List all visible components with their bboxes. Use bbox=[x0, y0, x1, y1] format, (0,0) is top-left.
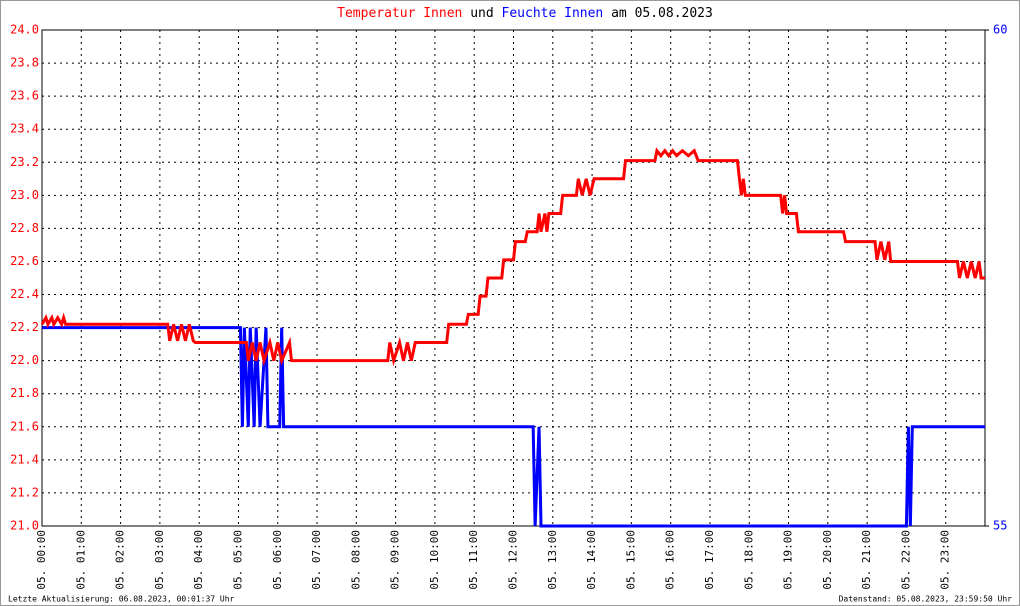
y-tick-label: 23.2 bbox=[10, 155, 39, 169]
footer-left: Letzte Aktualisierung: 06.08.2023, 00:01… bbox=[8, 595, 235, 604]
x-tick-label: 05. 13:00 bbox=[546, 530, 559, 590]
x-tick-label: 05. 08:00 bbox=[349, 530, 362, 590]
title-part: Feuchte Innen bbox=[502, 6, 604, 21]
x-tick-label: 05. 06:00 bbox=[271, 530, 284, 590]
y-tick-label: 21.6 bbox=[10, 419, 39, 433]
y2-tick-label: 60 bbox=[993, 23, 1007, 37]
x-tick-label: 05. 17:00 bbox=[703, 530, 716, 590]
y-tick-label: 22.2 bbox=[10, 320, 39, 334]
y-tick-label: 22.0 bbox=[10, 353, 39, 367]
y-tick-label: 23.6 bbox=[10, 89, 39, 103]
series-line bbox=[40, 147, 985, 367]
y-tick-label: 21.4 bbox=[10, 452, 39, 466]
y2-tick-label: 55 bbox=[993, 519, 1007, 533]
y-tick-label: 23.4 bbox=[10, 122, 39, 136]
y-tick-label: 22.8 bbox=[10, 221, 39, 235]
y-tick-label: 21.0 bbox=[10, 519, 39, 533]
x-tick-label: 05. 18:00 bbox=[742, 530, 755, 590]
x-tick-label: 05. 02:00 bbox=[114, 530, 127, 590]
x-tick-label: 05. 04:00 bbox=[192, 530, 205, 590]
y-tick-label: 21.2 bbox=[10, 485, 39, 499]
chart-title: Temperatur Innen und Feuchte Innen am 05… bbox=[337, 6, 713, 21]
x-tick-label: 05. 15:00 bbox=[624, 530, 637, 590]
y-tick-label: 22.6 bbox=[10, 254, 39, 268]
x-tick-label: 05. 10:00 bbox=[428, 530, 441, 590]
y-tick-label: 23.0 bbox=[10, 188, 39, 202]
x-tick-label: 05. 07:00 bbox=[310, 530, 323, 590]
x-tick-label: 05. 20:00 bbox=[821, 530, 834, 590]
x-tick-label: 05. 11:00 bbox=[467, 530, 480, 590]
x-tick-label: 05. 23:00 bbox=[939, 530, 952, 590]
y-tick-label: 22.4 bbox=[10, 287, 39, 301]
y-tick-label: 23.8 bbox=[10, 56, 39, 70]
series-line bbox=[42, 326, 985, 528]
x-tick-label: 05. 16:00 bbox=[664, 530, 677, 590]
x-tick-label: 05. 21:00 bbox=[860, 530, 873, 590]
x-tick-label: 05. 22:00 bbox=[899, 530, 912, 590]
x-tick-label: 05. 03:00 bbox=[153, 530, 166, 590]
title-part: und bbox=[470, 6, 493, 21]
x-tick-label: 05. 12:00 bbox=[507, 530, 520, 590]
x-tick-label: 05. 05:00 bbox=[231, 530, 244, 590]
y-tick-label: 21.8 bbox=[10, 386, 39, 400]
title-part: am 05.08.2023 bbox=[611, 6, 713, 21]
x-tick-label: 05. 19:00 bbox=[782, 530, 795, 590]
y-tick-label: 24.0 bbox=[10, 23, 39, 37]
x-tick-label: 05. 00:00 bbox=[35, 530, 48, 590]
footer-right: Datenstand: 05.08.2023, 23:59:50 Uhr bbox=[839, 595, 1013, 604]
title-part: Temperatur Innen bbox=[337, 6, 462, 21]
x-tick-label: 05. 14:00 bbox=[585, 530, 598, 590]
x-tick-label: 05. 09:00 bbox=[389, 530, 402, 590]
x-tick-label: 05. 01:00 bbox=[74, 530, 87, 590]
